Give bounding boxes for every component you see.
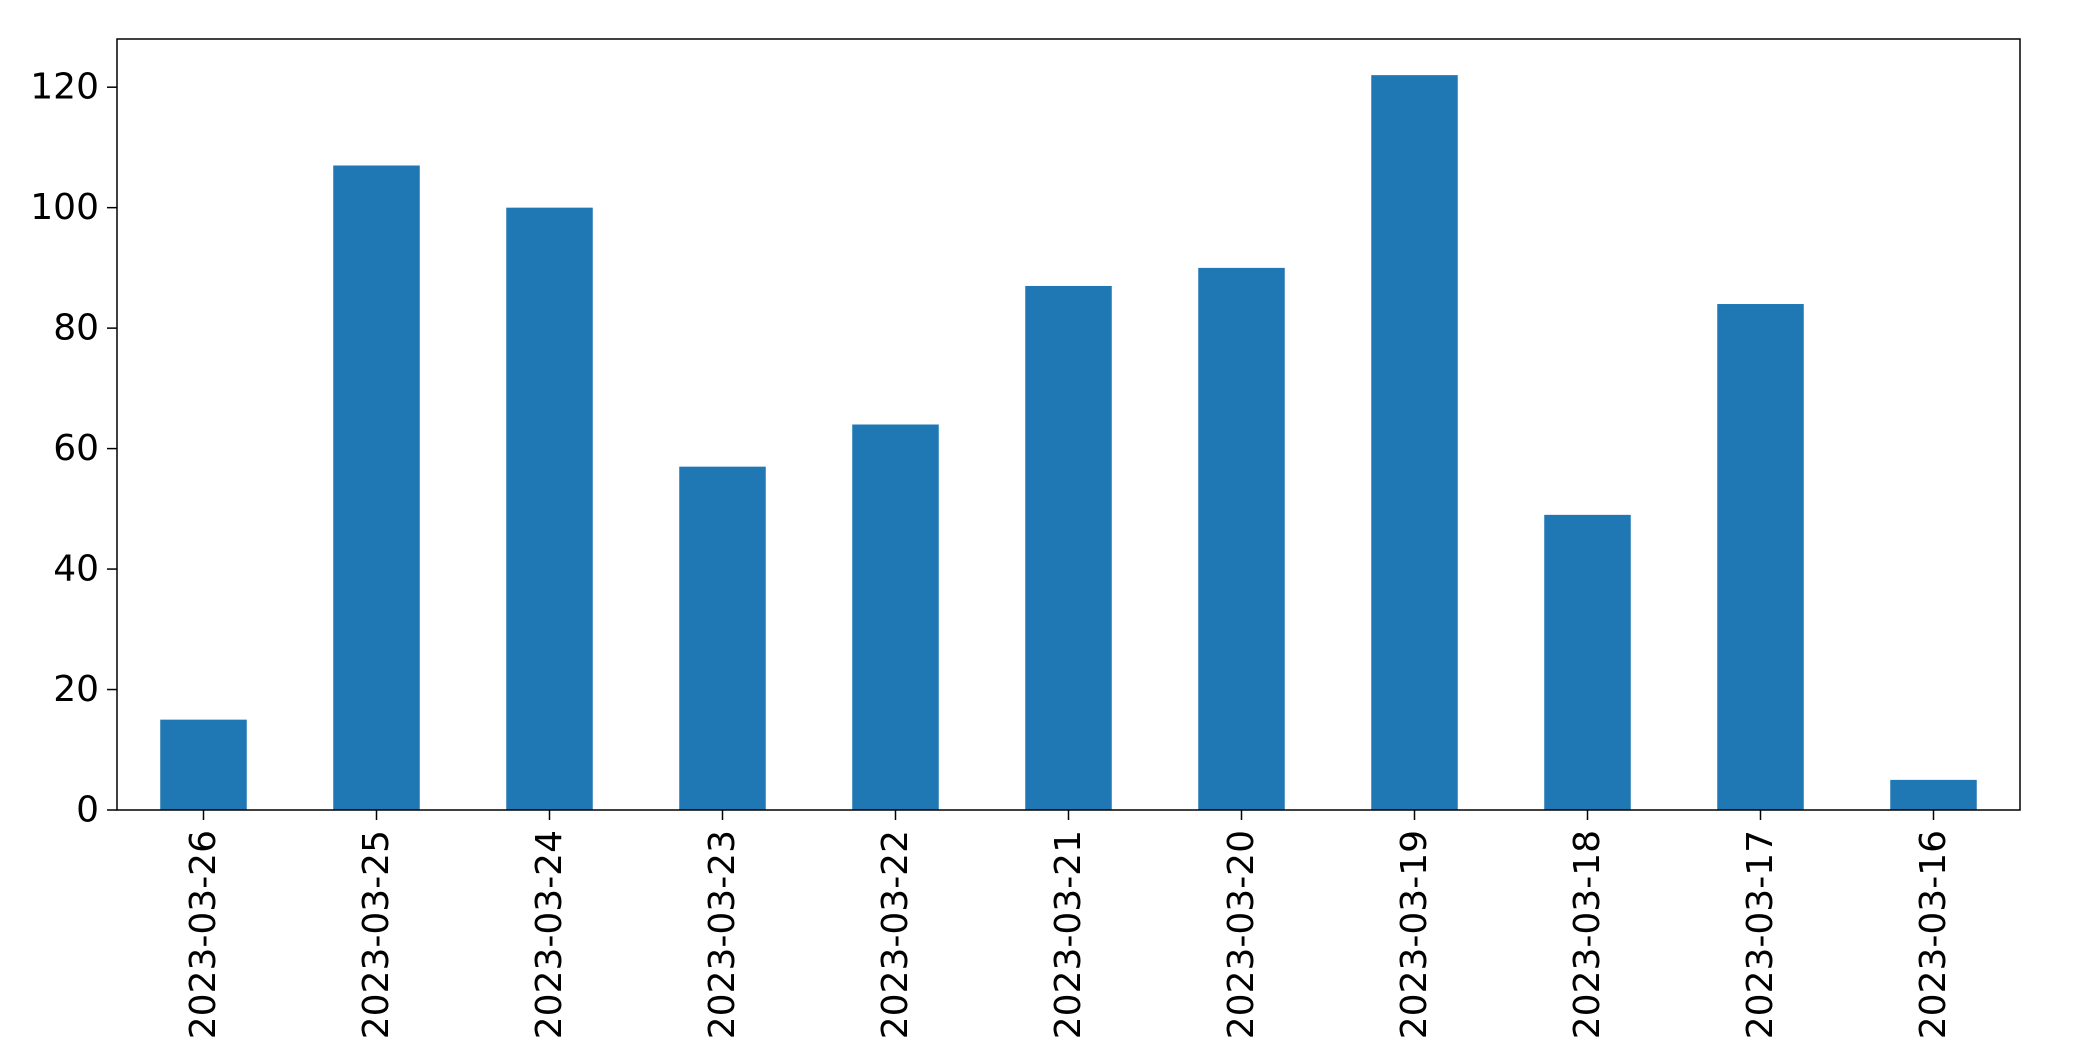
y-tick-label: 20 — [53, 669, 99, 710]
y-tick-label: 100 — [30, 187, 99, 228]
x-axis: 2023-03-26 2023-03-25 2023-03-24 2023-03-23… — [183, 810, 1954, 1039]
bar-2023-03-23 — [679, 466, 766, 810]
bar-2023-03-26 — [160, 719, 247, 810]
y-tick-label: 80 — [53, 308, 99, 349]
y-axis: 0 20 40 60 80 100 120 — [30, 67, 117, 831]
bar-2023-03-18 — [1544, 514, 1631, 810]
y-tick-label: 0 — [76, 790, 99, 831]
bar-2023-03-17 — [1717, 304, 1804, 810]
x-tick-label: 2023-03-17 — [1740, 830, 1781, 1039]
x-tick-label: 2023-03-18 — [1567, 830, 1608, 1039]
x-tick-label: 2023-03-26 — [183, 830, 224, 1039]
bar-2023-03-20 — [1198, 267, 1285, 810]
plot-frame — [116, 38, 2021, 811]
x-tick-label: 2023-03-22 — [875, 830, 916, 1039]
bar-2023-03-21 — [1025, 285, 1112, 810]
bar-2023-03-24 — [506, 207, 593, 810]
bar-2023-03-16 — [1890, 779, 1977, 810]
x-tick-label: 2023-03-20 — [1221, 830, 1262, 1039]
x-tick-label: 2023-03-16 — [1913, 830, 1954, 1039]
y-tick-label: 120 — [30, 67, 99, 108]
bar-2023-03-25 — [333, 165, 420, 810]
y-tick-label: 40 — [53, 549, 99, 590]
bar-2023-03-19 — [1371, 75, 1458, 810]
x-tick-label: 2023-03-23 — [702, 830, 743, 1039]
x-tick-label: 2023-03-25 — [356, 830, 397, 1039]
bars-group — [160, 75, 1977, 810]
y-tick-label: 60 — [53, 428, 99, 469]
bar-2023-03-22 — [852, 424, 939, 810]
x-tick-label: 2023-03-24 — [529, 830, 570, 1039]
x-tick-label: 2023-03-19 — [1394, 830, 1435, 1039]
x-tick-label: 2023-03-21 — [1048, 830, 1089, 1039]
